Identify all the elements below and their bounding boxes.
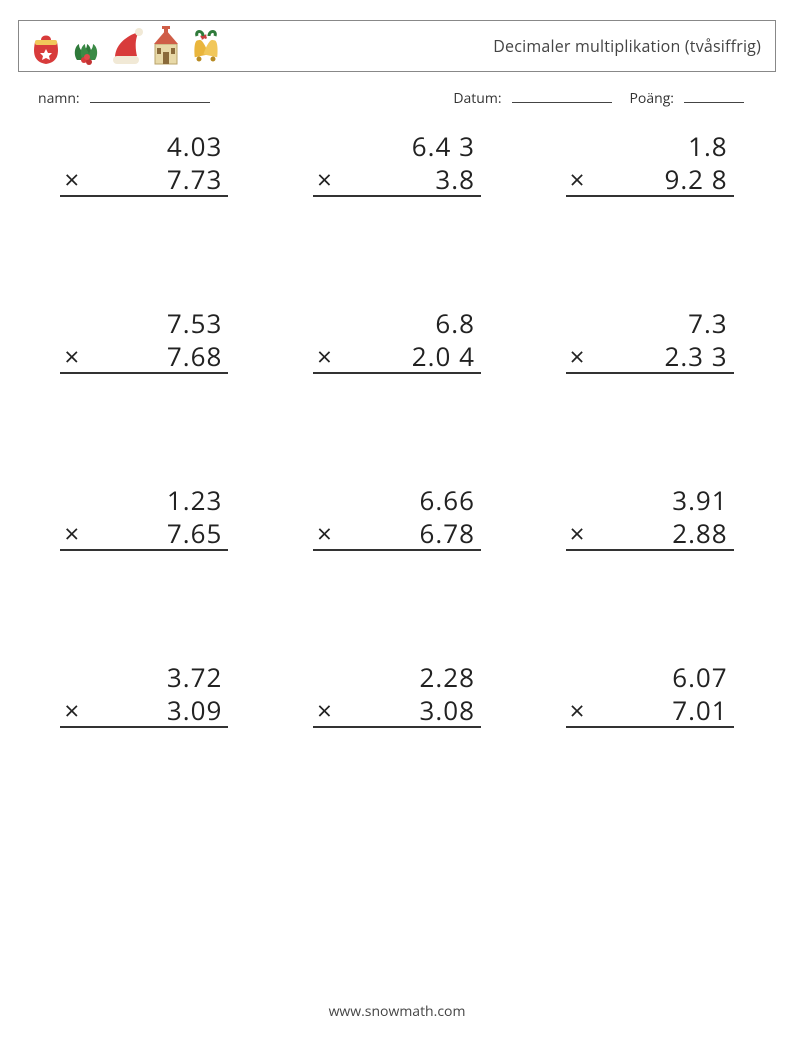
- multiplier: 6.78: [341, 517, 481, 550]
- problem: 1.8×9.2 8: [543, 130, 756, 197]
- holly-icon: [69, 26, 103, 66]
- multiplier: 3.09: [88, 694, 228, 727]
- operator: ×: [60, 694, 88, 727]
- operator: ×: [60, 340, 88, 373]
- score-label: Poäng:: [630, 89, 675, 108]
- multiplicand: 4.03: [88, 130, 228, 163]
- problem: 4.03×7.73: [38, 130, 251, 197]
- name-label: namn:: [38, 89, 80, 108]
- worksheet-page: Decimaler multiplikation (tvåsiffrig) na…: [0, 0, 794, 728]
- multiplicand: 7.3: [594, 307, 734, 340]
- multiplicand: 3.91: [594, 484, 734, 517]
- header-icons: [29, 26, 223, 66]
- problem: 7.53×7.68: [38, 307, 251, 374]
- problem: 3.91×2.88: [543, 484, 756, 551]
- problem: 1.23×7.65: [38, 484, 251, 551]
- problem: 2.28×3.08: [291, 661, 504, 728]
- multiplicand: 1.8: [594, 130, 734, 163]
- multiplicand: 1.23: [88, 484, 228, 517]
- multiplier: 7.68: [88, 340, 228, 373]
- date-blank[interactable]: [512, 88, 612, 103]
- multiplicand: 7.53: [88, 307, 228, 340]
- bells-icon: [189, 26, 223, 66]
- operator: ×: [313, 694, 341, 727]
- problem: 3.72×3.09: [38, 661, 251, 728]
- footer-url: www.snowmath.com: [0, 1002, 794, 1021]
- operator: ×: [60, 163, 88, 196]
- multiplicand: 3.72: [88, 661, 228, 694]
- problem: 7.3×2.3 3: [543, 307, 756, 374]
- multiplier: 9.2 8: [594, 163, 734, 196]
- problems-grid: 4.03×7.736.4 3×3.81.8×9.2 87.53×7.686.8×…: [38, 130, 756, 728]
- operator: ×: [566, 517, 594, 550]
- multiplier: 3.8: [341, 163, 481, 196]
- multiplicand: 6.07: [594, 661, 734, 694]
- multiplier: 3.08: [341, 694, 481, 727]
- problem: 6.4 3×3.8: [291, 130, 504, 197]
- gift-sack-icon: [29, 26, 63, 66]
- problem: 6.66×6.78: [291, 484, 504, 551]
- multiplicand: 6.4 3: [341, 130, 481, 163]
- multiplier: 7.01: [594, 694, 734, 727]
- operator: ×: [313, 163, 341, 196]
- meta-row: namn: Datum: Poäng:: [38, 88, 756, 108]
- score-blank[interactable]: [684, 88, 744, 103]
- operator: ×: [566, 694, 594, 727]
- name-blank[interactable]: [90, 88, 210, 103]
- multiplier: 7.73: [88, 163, 228, 196]
- multiplier: 7.65: [88, 517, 228, 550]
- operator: ×: [313, 340, 341, 373]
- worksheet-title: Decimaler multiplikation (tvåsiffrig): [493, 35, 761, 57]
- problem: 6.07×7.01: [543, 661, 756, 728]
- operator: ×: [60, 517, 88, 550]
- multiplicand: 6.8: [341, 307, 481, 340]
- operator: ×: [566, 163, 594, 196]
- date-label: Datum:: [453, 89, 501, 108]
- church-icon: [149, 26, 183, 66]
- santa-hat-icon: [109, 26, 143, 66]
- multiplier: 2.0 4: [341, 340, 481, 373]
- operator: ×: [313, 517, 341, 550]
- multiplier: 2.3 3: [594, 340, 734, 373]
- header-box: Decimaler multiplikation (tvåsiffrig): [18, 20, 776, 72]
- multiplicand: 6.66: [341, 484, 481, 517]
- multiplicand: 2.28: [341, 661, 481, 694]
- multiplier: 2.88: [594, 517, 734, 550]
- problem: 6.8×2.0 4: [291, 307, 504, 374]
- operator: ×: [566, 340, 594, 373]
